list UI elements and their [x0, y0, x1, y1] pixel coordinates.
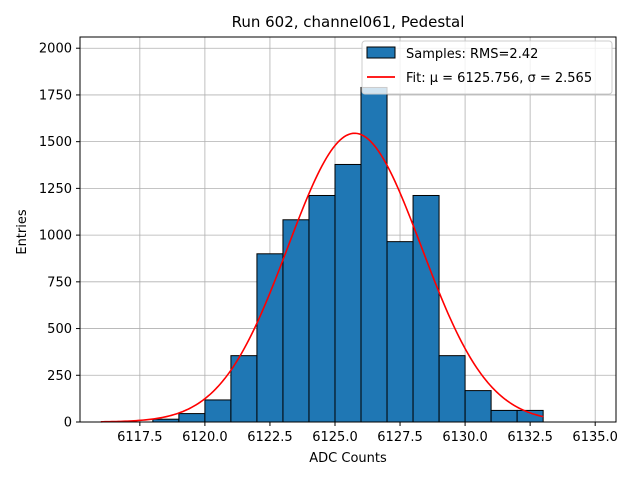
histogram-bar — [438, 355, 466, 423]
x-tick-label: 6117.5 — [117, 430, 163, 445]
legend-box — [361, 40, 613, 95]
x-tick-label: 6127.5 — [377, 430, 423, 445]
x-tick-label: 6135.0 — [572, 430, 618, 445]
x-tick-label: 6122.5 — [247, 430, 293, 445]
y-tick-label: 500 — [47, 322, 72, 337]
x-tick-label: 6120.0 — [182, 430, 228, 445]
x-tick-label: 6130.0 — [442, 430, 488, 445]
histogram-bars — [152, 86, 544, 423]
y-tick-label: 0 — [64, 416, 72, 431]
y-tick-label: 1000 — [39, 229, 72, 244]
chart-title: Run 602, channel061, Pedestal — [232, 13, 465, 31]
y-tick-label: 1500 — [39, 135, 72, 150]
fit-curve-layer — [100, 132, 544, 423]
legend-label-fit: Fit: μ = 6125.756, σ = 2.565 — [406, 71, 592, 86]
y-tick-label: 2000 — [39, 42, 72, 57]
histogram-bar — [360, 86, 388, 423]
legend-swatch-samples — [366, 46, 396, 59]
histogram-bar — [412, 194, 440, 423]
y-tick-label: 250 — [47, 369, 72, 384]
y-axis-label: Entries — [15, 209, 30, 255]
histogram-bar — [490, 409, 518, 423]
y-tick-label: 1750 — [39, 88, 72, 103]
histogram-bar — [308, 194, 336, 423]
histogram-bar — [178, 413, 206, 423]
x-axis-ticks: 6117.5 6120.0 6122.5 6125.0 6127.5 6130.0 6132… — [117, 422, 618, 445]
histogram-bar — [464, 390, 492, 423]
legend: Samples: RMS=2.42 Fit: μ = 6125.756, σ =… — [361, 40, 613, 95]
fit-curve — [100, 132, 544, 423]
y-tick-label: 1250 — [39, 182, 72, 197]
histogram-bar — [386, 241, 414, 423]
x-axis-label: ADC Counts — [309, 451, 387, 466]
plot-frame — [79, 36, 617, 423]
x-tick-label: 6132.5 — [507, 430, 553, 445]
histogram-bar — [204, 399, 232, 423]
legend-label-samples: Samples: RMS=2.42 — [406, 47, 538, 62]
histogram-bar — [256, 253, 284, 423]
histogram-bar — [282, 219, 310, 423]
y-axis-ticks: 0 250 500 750 1000 1250 1500 1750 2000 — [39, 42, 80, 431]
x-tick-label: 6125.0 — [312, 430, 358, 445]
histogram-bar — [334, 163, 362, 423]
y-tick-label: 750 — [47, 275, 72, 290]
